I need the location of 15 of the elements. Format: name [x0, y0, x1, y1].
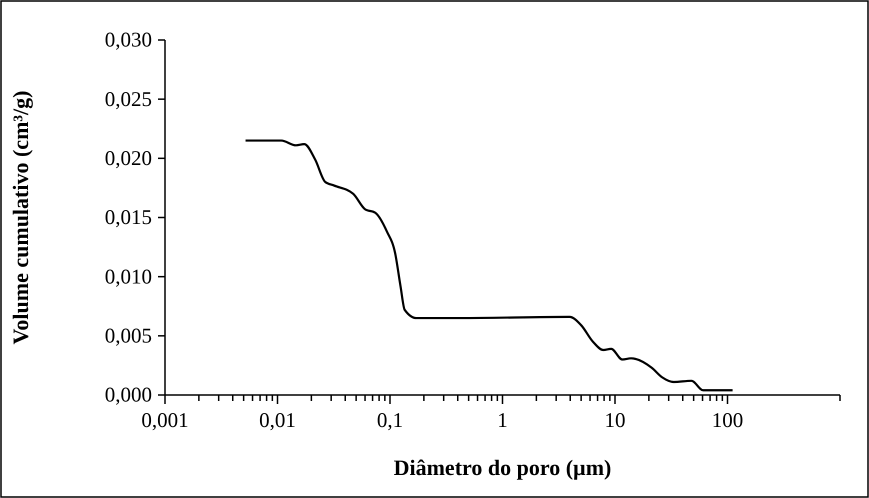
y-tick-label: 0,005 — [104, 324, 152, 348]
y-tick-label: 0,025 — [104, 86, 152, 111]
x-tick-label: 0,01 — [259, 408, 296, 432]
y-tick-label: 0,020 — [104, 146, 152, 170]
y-tick-label: 0,010 — [104, 264, 152, 288]
x-tick-label: 0,001 — [141, 408, 189, 432]
x-axis-title: Diâmetro do poro (µm) — [394, 455, 612, 480]
x-tick-label: 10 — [604, 408, 626, 432]
y-axis-title: Volume cumulativo (cm³/g) — [8, 90, 33, 344]
y-tick-label: 0,030 — [104, 28, 152, 52]
x-tick-label: 0,1 — [376, 408, 404, 432]
x-tick-label: 1 — [497, 408, 508, 432]
x-tick-label: 100 — [712, 408, 744, 432]
y-tick-label: 0,000 — [104, 382, 152, 407]
y-tick-label: 0,015 — [104, 205, 152, 230]
